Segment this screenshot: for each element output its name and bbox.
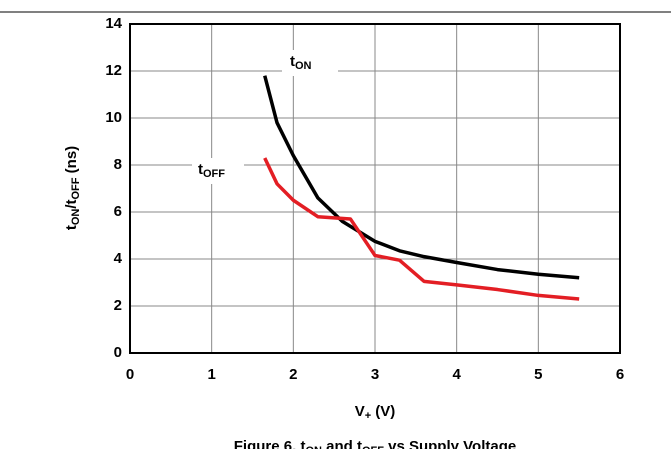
caption-part: vs Supply Voltage (384, 438, 516, 449)
plot-frame (129, 23, 621, 354)
annotation-bg (282, 50, 338, 76)
x-tick-label: 0 (126, 366, 134, 383)
x-tick-label: 1 (207, 366, 215, 383)
y-tick-label: 2 (114, 297, 122, 314)
y-tick-label: 6 (114, 203, 122, 220)
annotation-part: OFF (203, 168, 225, 180)
x-tick-label: 6 (616, 366, 624, 383)
y-tick-label: 12 (105, 62, 122, 79)
x-tick-label: 5 (534, 366, 542, 383)
caption-part: Figure 6. t (234, 438, 306, 449)
y-axis-label-part: t (63, 225, 80, 230)
x-axis-label: V+ (V) (355, 403, 396, 422)
x-tick-label: 3 (371, 366, 379, 383)
annotation-part: ON (295, 60, 312, 72)
y-tick-label: 10 (105, 109, 122, 126)
annotation: tOFF (198, 161, 225, 180)
x-axis-label-part: (V) (371, 403, 395, 420)
caption-part: and t (322, 438, 362, 449)
x-tick-label: 2 (289, 366, 297, 383)
annotation-part: t (290, 53, 295, 70)
x-tick-label: 4 (452, 366, 461, 383)
y-tick-label: 4 (114, 250, 123, 267)
caption-part: OFF (362, 445, 384, 449)
annotation: tON (290, 53, 312, 72)
annotation-bg (192, 158, 244, 184)
line-series (263, 75, 580, 280)
line-series (263, 157, 580, 301)
y-axis-label-part: ON (70, 209, 82, 226)
x-axis-label-part: + (365, 410, 371, 422)
y-axis-label-part: (ns) (63, 146, 80, 178)
y-tick-label: 14 (105, 15, 122, 32)
y-tick-label: 0 (114, 344, 122, 361)
y-axis-label-part: OFF (70, 177, 82, 199)
caption: Figure 6. tON and tOFF vs Supply Voltage (234, 438, 516, 449)
y-axis-label-part: /t (63, 200, 80, 209)
y-tick-label: 8 (114, 156, 122, 173)
caption-part: ON (305, 445, 322, 449)
annotation-part: t (198, 161, 203, 178)
y-axis-label: tON/tOFF (ns) (63, 146, 82, 230)
x-axis-label-part: V (355, 403, 365, 420)
